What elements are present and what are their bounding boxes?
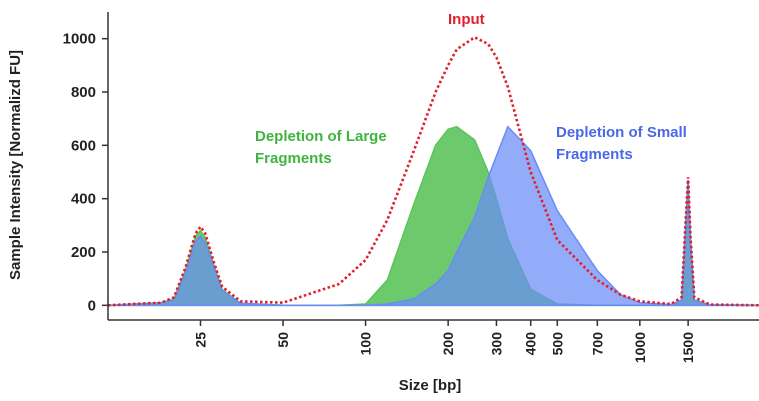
x-tick-label: 1000 [632,332,648,363]
series-label: Input [448,11,485,28]
line [107,35,759,307]
x-tick-label: 100 [358,332,374,356]
x-tick-label: 200 [440,332,456,356]
x-tick-label: 700 [589,332,605,356]
series-label: Depletion of Large Fragments [255,128,387,167]
x-tick-label: 400 [523,332,539,356]
y-tick-label: 1000 [63,31,96,48]
x-tick-label: 300 [488,332,504,356]
series-label: Depletion of Small Fragments [556,124,687,163]
x-axis-label: Size [bp] [399,377,462,394]
y-tick-label: 800 [71,84,96,101]
x-tick-label: 500 [549,332,565,356]
x-tick-label: 1500 [680,332,696,363]
y-tick-label: 0 [88,297,96,314]
y-tick-label: 600 [71,137,96,154]
y-tick-label: 200 [71,244,96,261]
y-tick-label: 400 [71,191,96,208]
x-tick-label: 25 [192,332,208,348]
y-axis-label: Sample Intensity [Normalizd FU] [7,50,24,280]
x-tick-label: 50 [275,332,291,348]
area [107,125,759,307]
